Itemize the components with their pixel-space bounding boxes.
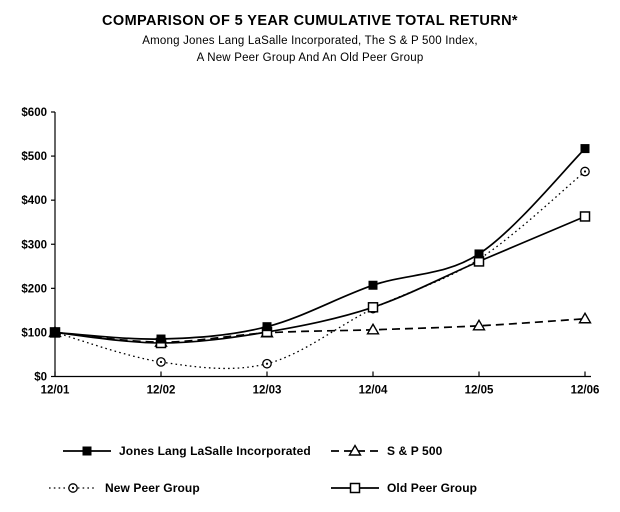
svg-text:$400: $400: [21, 195, 47, 207]
svg-text:12/03: 12/03: [253, 385, 282, 397]
chart-title: COMPARISON OF 5 YEAR CUMULATIVE TOTAL RE…: [102, 13, 518, 29]
svg-text:12/02: 12/02: [147, 385, 176, 397]
svg-text:$500: $500: [21, 151, 47, 163]
svg-text:12/05: 12/05: [465, 385, 494, 397]
svg-text:$600: $600: [21, 107, 47, 119]
svg-text:12/06: 12/06: [571, 385, 600, 397]
svg-text:$0: $0: [34, 372, 47, 384]
chart-subtitle-line2: A New Peer Group And An Old Peer Group: [196, 52, 424, 64]
svg-text:$200: $200: [21, 283, 47, 295]
svg-text:$300: $300: [21, 239, 47, 251]
svg-text:12/04: 12/04: [359, 385, 388, 397]
svg-text:12/01: 12/01: [41, 385, 70, 397]
chart-subtitle-line1: Among Jones Lang LaSalle Incorporated, T…: [142, 35, 478, 47]
svg-text:$100: $100: [21, 327, 47, 339]
